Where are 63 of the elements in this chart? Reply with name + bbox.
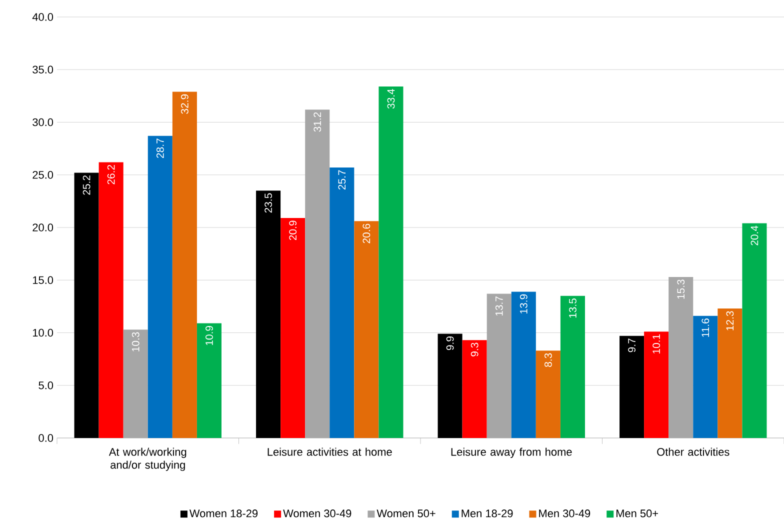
bar: [172, 92, 197, 438]
data-label: 28.7: [156, 138, 164, 158]
data-label: 13.9: [520, 294, 528, 314]
data-label: 13.7: [495, 296, 503, 316]
bar: [644, 332, 669, 438]
y-tick-label: 20.0: [32, 224, 54, 232]
legend-label: Men 30-49: [539, 510, 590, 518]
y-tick-label: 15.0: [32, 276, 54, 284]
data-label: 13.5: [569, 298, 576, 318]
bar: [354, 221, 379, 438]
bar: [620, 336, 644, 438]
y-tick-label: 10.0: [32, 328, 54, 337]
y-tick-label: 5.0: [38, 381, 54, 390]
y-tick-label: 25.0: [32, 170, 54, 179]
data-label: 33.4: [387, 88, 395, 109]
bar: [560, 296, 585, 438]
bar: [378, 86, 404, 438]
bar: [196, 323, 222, 438]
data-label: 10.1: [652, 334, 660, 354]
y-tick-label: 30.0: [32, 118, 54, 126]
data-label: 11.6: [702, 318, 710, 337]
bar: [536, 350, 560, 438]
x-tick-label: Other activities: [657, 448, 730, 456]
x-tick-label: At work/working and/or studying: [108, 448, 186, 471]
legend-label: Men 50+: [616, 510, 658, 518]
x-tick-label: Leisure away from home: [451, 448, 572, 458]
bar: [256, 190, 281, 438]
bar: [330, 167, 354, 438]
data-label: 23.5: [264, 193, 272, 213]
data-label: 20.4: [750, 226, 758, 246]
bar: [462, 340, 487, 438]
data-label: 9.7: [628, 338, 636, 352]
y-tick-label: 35.0: [32, 66, 54, 74]
data-label: 31.2: [314, 112, 322, 132]
data-label: 25.7: [338, 170, 346, 190]
y-tick-label: 40.0: [32, 13, 54, 21]
bar: [718, 308, 742, 438]
legend-label: Women 18-29: [189, 510, 258, 518]
bar: [74, 172, 99, 438]
data-label: 15.3: [677, 280, 685, 299]
bar: [438, 334, 462, 438]
bar: [98, 162, 124, 438]
legend-label: Women 30-49: [283, 510, 352, 518]
bar: [511, 292, 536, 438]
x-tick-label: Leisure activities at home: [268, 448, 392, 456]
data-label: 9.9: [446, 336, 454, 350]
data-label: 10.9: [206, 326, 213, 346]
data-label: 12.3: [726, 311, 734, 330]
data-label: 20.6: [362, 224, 370, 244]
bar: [742, 223, 767, 438]
data-label: 9.3: [470, 342, 478, 356]
bar: [693, 316, 718, 438]
data-label: 10.3: [132, 332, 140, 352]
data-label: 25.2: [82, 175, 90, 195]
data-label: 32.9: [180, 94, 188, 114]
bar: [148, 136, 172, 438]
legend-label: Men 18-29: [462, 510, 513, 518]
data-label: 20.9: [289, 220, 297, 240]
legend-label: Women 50+: [376, 510, 436, 518]
bar: [280, 218, 306, 438]
y-tick-label: 0.0: [38, 434, 54, 442]
data-label: 8.3: [544, 353, 552, 367]
data-label: 26.2: [107, 164, 115, 184]
